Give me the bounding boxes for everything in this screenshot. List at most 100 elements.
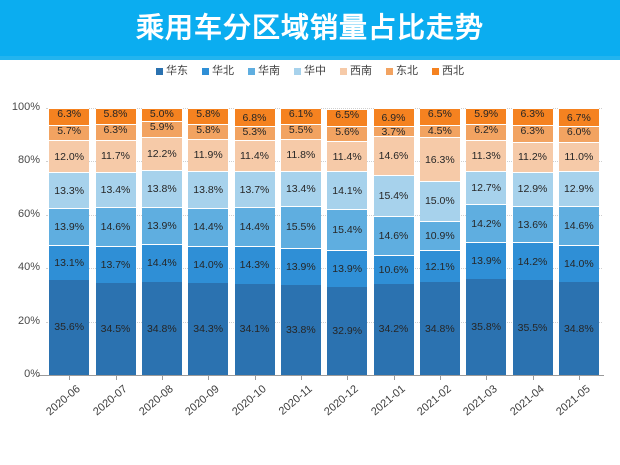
stacked-bar[interactable]: 34.1% 14.3% 14.4% 13.7% 11.4% 5.3% 6.8% bbox=[234, 108, 275, 375]
bar-segment-华东[interactable]: 34.1% bbox=[234, 283, 275, 375]
bar-segment-华南[interactable]: 13.9% bbox=[49, 207, 90, 245]
bar-segment-华南[interactable]: 13.6% bbox=[512, 206, 553, 243]
bar-segment-华南[interactable]: 14.4% bbox=[234, 207, 275, 246]
stacked-bar[interactable]: 34.3% 14.0% 14.4% 13.8% 11.9% 5.8% 5.8% bbox=[188, 108, 229, 375]
legend-item-华南[interactable]: 华南 bbox=[248, 64, 280, 78]
bar-segment-西北[interactable]: 6.1% bbox=[280, 108, 321, 125]
bar-segment-华中[interactable]: 14.1% bbox=[327, 171, 368, 209]
bar-segment-华东[interactable]: 34.3% bbox=[188, 283, 229, 375]
bar-segment-西南[interactable]: 11.4% bbox=[327, 140, 368, 172]
legend-item-东北[interactable]: 东北 bbox=[386, 64, 418, 78]
bar-segment-华中[interactable]: 12.9% bbox=[558, 171, 599, 206]
bar-segment-华东[interactable]: 35.5% bbox=[512, 280, 553, 375]
bar-segment-西南[interactable]: 11.0% bbox=[558, 141, 599, 172]
bar-segment-西南[interactable]: 11.2% bbox=[512, 141, 553, 172]
bar-segment-华东[interactable]: 34.8% bbox=[419, 282, 460, 375]
bar-segment-华北[interactable]: 13.9% bbox=[327, 250, 368, 288]
bar-segment-华南[interactable]: 14.6% bbox=[373, 216, 414, 256]
bar-segment-华南[interactable]: 14.6% bbox=[558, 205, 599, 245]
bar-segment-西北[interactable]: 5.8% bbox=[95, 108, 136, 124]
bar-segment-华中[interactable]: 15.0% bbox=[419, 180, 460, 221]
bar-segment-西南[interactable]: 11.9% bbox=[188, 139, 229, 171]
bar-segment-华东[interactable]: 35.8% bbox=[466, 279, 507, 375]
bar-segment-东北[interactable]: 5.8% bbox=[188, 123, 229, 139]
bar-segment-东北[interactable]: 4.5% bbox=[419, 125, 460, 137]
bar-segment-西北[interactable]: 5.8% bbox=[188, 108, 229, 124]
bar-segment-华北[interactable]: 13.7% bbox=[95, 246, 136, 283]
stacked-bar[interactable]: 34.8% 14.0% 14.6% 12.9% 11.0% 6.0% 6.7% bbox=[558, 108, 599, 375]
bar-segment-华中[interactable]: 13.4% bbox=[280, 170, 321, 207]
legend-item-华北[interactable]: 华北 bbox=[202, 64, 234, 78]
stacked-bar[interactable]: 34.2% 10.6% 14.6% 15.4% 14.6% 3.7% 6.9% bbox=[373, 108, 414, 375]
stacked-bar[interactable]: 33.8% 13.9% 15.5% 13.4% 11.8% 5.5% 6.1% bbox=[280, 108, 321, 375]
bar-segment-华中[interactable]: 13.8% bbox=[141, 169, 182, 207]
bar-segment-西南[interactable]: 12.0% bbox=[49, 140, 90, 173]
bar-segment-西北[interactable]: 6.9% bbox=[373, 108, 414, 127]
bar-segment-东北[interactable]: 5.7% bbox=[49, 125, 90, 141]
bar-segment-华北[interactable]: 13.1% bbox=[49, 244, 90, 280]
bar-segment-西北[interactable]: 6.5% bbox=[327, 108, 368, 126]
bar-segment-华北[interactable]: 14.4% bbox=[141, 243, 182, 283]
bar-segment-华中[interactable]: 15.4% bbox=[373, 175, 414, 217]
bar-segment-西南[interactable]: 14.6% bbox=[373, 136, 414, 176]
bar-segment-西南[interactable]: 11.8% bbox=[280, 139, 321, 171]
bar-segment-华北[interactable]: 13.9% bbox=[280, 247, 321, 285]
legend-item-华东[interactable]: 华东 bbox=[156, 64, 188, 78]
bar-segment-华东[interactable]: 34.5% bbox=[95, 282, 136, 375]
bar-segment-华南[interactable]: 14.4% bbox=[188, 207, 229, 247]
bar-segment-华南[interactable]: 10.9% bbox=[419, 220, 460, 250]
bar-segment-华南[interactable]: 13.9% bbox=[141, 206, 182, 244]
bar-segment-华北[interactable]: 14.0% bbox=[188, 246, 229, 284]
stacked-bar[interactable]: 35.6% 13.1% 13.9% 13.3% 12.0% 5.7% 6.3% bbox=[49, 108, 90, 375]
stacked-bar[interactable]: 35.8% 13.9% 14.2% 12.7% 11.3% 6.2% 5.9% bbox=[466, 108, 507, 375]
bar-segment-华北[interactable]: 10.6% bbox=[373, 255, 414, 284]
bar-segment-华东[interactable]: 34.2% bbox=[373, 283, 414, 375]
bar-segment-西南[interactable]: 11.4% bbox=[234, 140, 275, 171]
bar-segment-华东[interactable]: 34.8% bbox=[558, 282, 599, 375]
bar-segment-华北[interactable]: 14.2% bbox=[512, 242, 553, 281]
legend-item-华中[interactable]: 华中 bbox=[294, 64, 326, 78]
bar-segment-华北[interactable]: 12.1% bbox=[419, 249, 460, 283]
bar-segment-华中[interactable]: 13.4% bbox=[95, 171, 136, 208]
bar-segment-东北[interactable]: 3.7% bbox=[373, 126, 414, 138]
bar-segment-西南[interactable]: 12.2% bbox=[141, 137, 182, 170]
bar-segment-华南[interactable]: 15.5% bbox=[280, 206, 321, 248]
bar-segment-华中[interactable]: 12.9% bbox=[512, 171, 553, 207]
legend-item-西南[interactable]: 西南 bbox=[340, 64, 372, 78]
bar-segment-华中[interactable]: 13.7% bbox=[234, 170, 275, 208]
bar-segment-华东[interactable]: 34.8% bbox=[141, 282, 182, 375]
bar-segment-西北[interactable]: 5.9% bbox=[466, 108, 507, 124]
bar-segment-西北[interactable]: 6.7% bbox=[558, 108, 599, 126]
bar-segment-西南[interactable]: 11.3% bbox=[466, 140, 507, 171]
bar-segment-西北[interactable]: 6.3% bbox=[512, 108, 553, 125]
bar-segment-西北[interactable]: 6.5% bbox=[419, 108, 460, 126]
bar-segment-东北[interactable]: 5.6% bbox=[327, 125, 368, 141]
legend-item-西北[interactable]: 西北 bbox=[432, 64, 464, 78]
bar-segment-东北[interactable]: 6.3% bbox=[95, 123, 136, 141]
bar-segment-东北[interactable]: 5.5% bbox=[280, 124, 321, 140]
stacked-bar[interactable]: 32.9% 13.9% 15.4% 14.1% 11.4% 5.6% 6.5% bbox=[327, 108, 368, 375]
bar-segment-华北[interactable]: 14.3% bbox=[234, 245, 275, 284]
bar-segment-华中[interactable]: 13.8% bbox=[188, 170, 229, 208]
bar-segment-华东[interactable]: 32.9% bbox=[327, 287, 368, 375]
bar-segment-华南[interactable]: 14.6% bbox=[95, 207, 136, 247]
bar-segment-华中[interactable]: 12.7% bbox=[466, 170, 507, 205]
bar-segment-华北[interactable]: 13.9% bbox=[466, 242, 507, 280]
bar-segment-华东[interactable]: 35.6% bbox=[49, 279, 90, 375]
bar-segment-华北[interactable]: 14.0% bbox=[558, 244, 599, 283]
stacked-bar[interactable]: 35.5% 14.2% 13.6% 12.9% 11.2% 6.3% 6.3% bbox=[512, 108, 553, 375]
bar-segment-华东[interactable]: 33.8% bbox=[280, 284, 321, 375]
bar-segment-西南[interactable]: 16.3% bbox=[419, 137, 460, 181]
bar-segment-东北[interactable]: 6.2% bbox=[466, 123, 507, 141]
bar-segment-东北[interactable]: 6.3% bbox=[512, 124, 553, 142]
bar-segment-东北[interactable]: 5.3% bbox=[234, 126, 275, 141]
bar-segment-东北[interactable]: 5.9% bbox=[141, 121, 182, 138]
bar-segment-华南[interactable]: 14.2% bbox=[466, 204, 507, 243]
stacked-bar[interactable]: 34.8% 12.1% 10.9% 15.0% 16.3% 4.5% 6.5% bbox=[419, 108, 460, 375]
bar-segment-西南[interactable]: 11.7% bbox=[95, 140, 136, 172]
bar-segment-华南[interactable]: 15.4% bbox=[327, 208, 368, 251]
bar-segment-西北[interactable]: 6.8% bbox=[234, 108, 275, 127]
bar-segment-西北[interactable]: 6.3% bbox=[49, 108, 90, 126]
bar-segment-华中[interactable]: 13.3% bbox=[49, 172, 90, 208]
stacked-bar[interactable]: 34.5% 13.7% 14.6% 13.4% 11.7% 6.3% 5.8% bbox=[95, 108, 136, 375]
